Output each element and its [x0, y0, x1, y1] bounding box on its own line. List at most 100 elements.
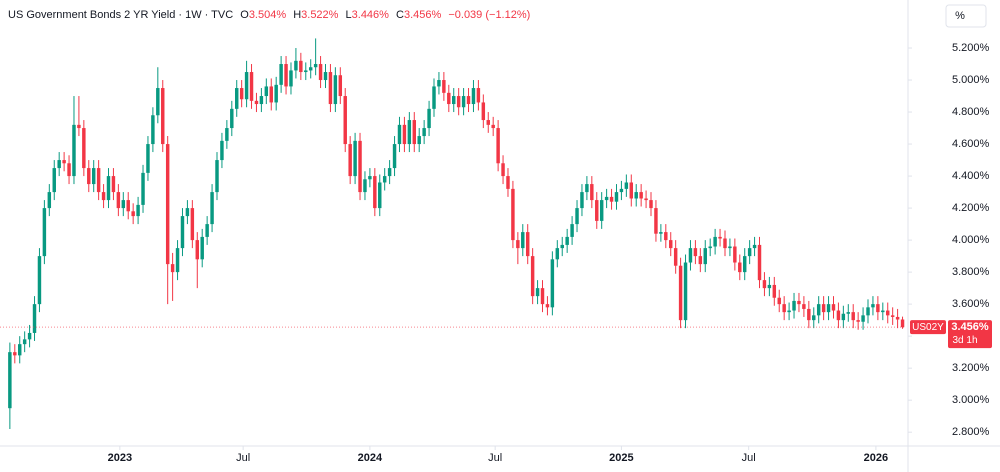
candle-body — [797, 300, 801, 305]
last-price-label: 3.456% — [951, 321, 989, 333]
close-value: 3.456% — [404, 9, 442, 21]
candle-body — [595, 200, 599, 221]
candle-body — [442, 80, 446, 93]
candle-body — [802, 304, 806, 309]
candle-body — [545, 304, 550, 308]
candle-body — [895, 316, 900, 320]
candle-body — [244, 72, 249, 100]
candle-body — [432, 86, 436, 109]
candle-body — [452, 96, 456, 105]
candle-body — [165, 144, 170, 265]
candle-body — [22, 339, 27, 345]
x-tick-label: 2026 — [864, 452, 888, 464]
candle-body — [491, 124, 495, 129]
open-value: 3.504% — [249, 9, 287, 21]
candle-body — [338, 75, 343, 97]
x-tick-label: 2023 — [108, 452, 132, 464]
candle-body — [506, 176, 510, 189]
candle-body — [373, 176, 377, 209]
symbol-label-box — [910, 320, 946, 335]
candle-body — [402, 124, 407, 145]
y-tick-label: 4.800% — [952, 106, 990, 118]
candle-body — [669, 240, 673, 249]
x-tick-label: 2025 — [609, 452, 633, 464]
candle-body — [693, 248, 698, 257]
candle-body — [807, 308, 811, 321]
legend-line: US Government Bonds 2 YR Yield · 1W · TV… — [8, 9, 530, 21]
candle-body — [540, 288, 545, 305]
candle-body — [52, 168, 56, 193]
low-label: L — [346, 9, 352, 21]
candle-body — [333, 75, 338, 105]
candle-body — [412, 120, 417, 145]
candle-body — [323, 72, 328, 81]
candle-body — [688, 248, 693, 263]
candle-body — [876, 304, 880, 313]
candle-body — [141, 172, 145, 205]
candle-body — [733, 246, 737, 263]
candle-body — [131, 211, 135, 217]
candle-body — [121, 200, 126, 209]
unit-button-label[interactable]: % — [955, 10, 965, 22]
candle-body — [328, 72, 333, 105]
candle-body — [249, 72, 254, 101]
close-label: C — [396, 9, 404, 21]
candle-body — [846, 312, 851, 314]
candle-body — [146, 144, 150, 173]
symbol-title: US Government Bonds 2 YR Yield · 1W · TV… — [8, 9, 233, 21]
candle-body — [210, 192, 214, 225]
candle-body — [225, 128, 229, 141]
candle-body — [639, 192, 643, 199]
unit-button[interactable]: % — [945, 4, 987, 28]
candle-body — [313, 64, 318, 68]
x-tick-label: Jul — [742, 452, 756, 464]
candle-body — [476, 88, 481, 103]
y-tick-label: 3.600% — [952, 298, 990, 310]
candle-body — [575, 208, 579, 225]
candle-body — [590, 184, 594, 201]
candle-body — [239, 88, 244, 100]
candle-body — [866, 307, 870, 316]
candle-body — [57, 160, 61, 169]
candle-body — [481, 102, 486, 121]
candle-body — [816, 304, 821, 316]
candle-body — [126, 200, 130, 212]
candle-body — [279, 64, 283, 85]
candle-body — [466, 96, 471, 105]
x-tick-label: Jul — [488, 452, 502, 464]
candle-body — [308, 67, 313, 71]
candle-body — [728, 246, 732, 249]
candle-body — [496, 128, 500, 164]
price-label: US02Y 3.456% 3d 1h — [910, 320, 992, 349]
candle-body — [289, 70, 293, 87]
candle-body — [101, 192, 106, 201]
candle-body — [348, 144, 352, 177]
candle-body — [447, 92, 451, 105]
candle-body — [422, 128, 426, 137]
candle-body — [170, 264, 175, 273]
candle-body — [629, 182, 634, 199]
unit-button-box[interactable] — [945, 4, 987, 28]
candle-body — [836, 310, 841, 321]
candle-body — [890, 315, 895, 317]
candle-body — [555, 248, 560, 260]
candle-body — [387, 168, 392, 177]
candle-body — [82, 128, 86, 169]
candle-body — [752, 244, 757, 249]
candle-body — [742, 256, 747, 273]
candle-body — [871, 304, 875, 308]
candle-body — [195, 240, 200, 260]
low-value: 3.446% — [352, 9, 390, 21]
candle-body — [318, 64, 323, 81]
candle-body — [264, 86, 269, 97]
candle-body — [861, 315, 865, 322]
header: US Government Bonds 2 YR Yield · 1W · TV… — [8, 9, 530, 21]
candle-body — [851, 312, 855, 321]
candle-body — [678, 265, 683, 321]
y-tick-label: 2.800% — [952, 426, 990, 438]
y-tick-label: 4.600% — [952, 138, 990, 150]
candle-body — [106, 176, 111, 201]
candle-body — [525, 232, 530, 257]
candle-body — [654, 208, 658, 234]
